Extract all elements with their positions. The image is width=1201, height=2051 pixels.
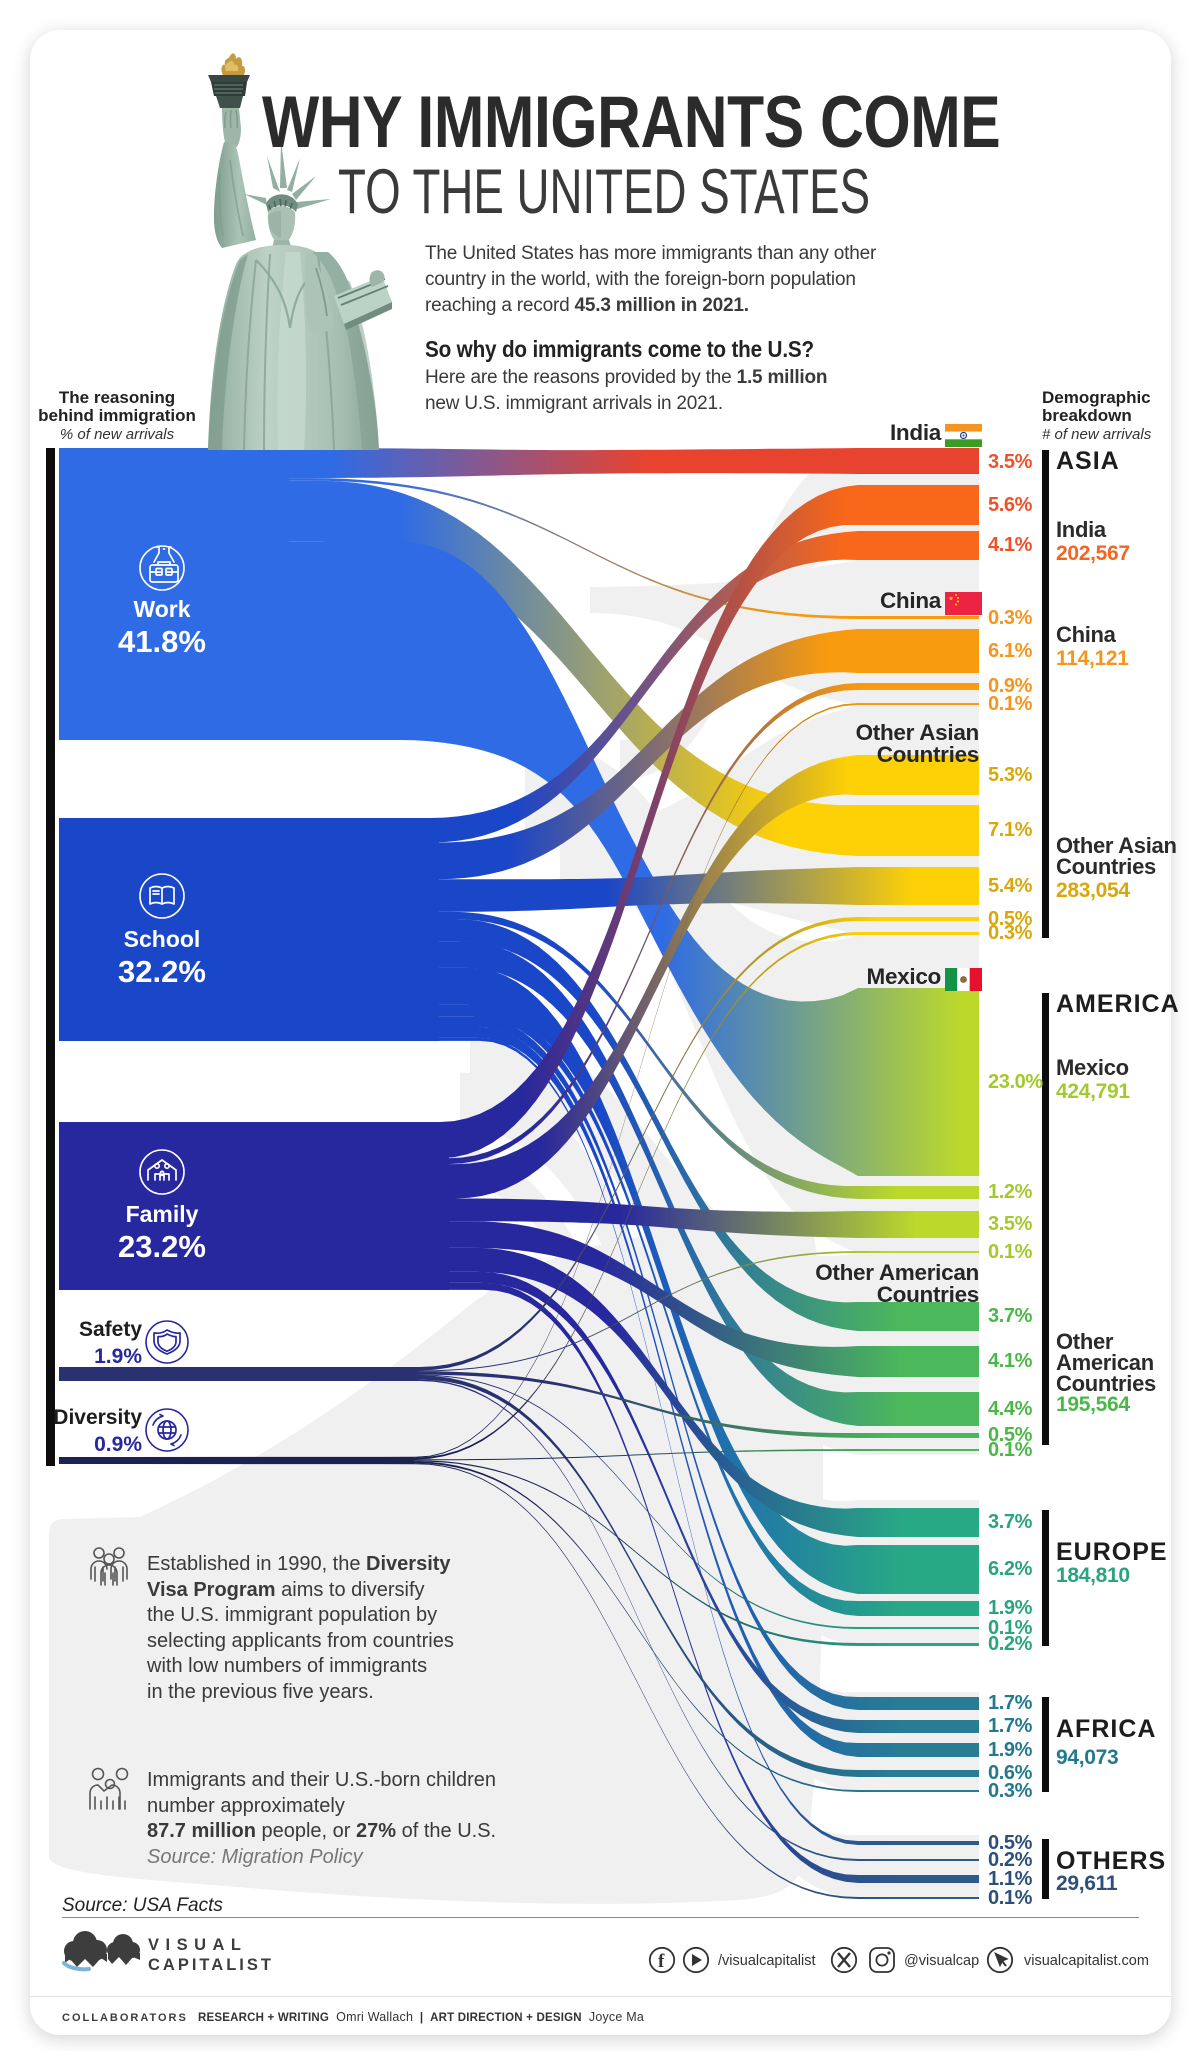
svg-text:@visualcap: @visualcap: [904, 1953, 979, 1969]
svg-text:VISUAL: VISUAL: [148, 1936, 248, 1954]
svg-text:f: f: [658, 1951, 665, 1972]
svg-text:/visualcapitalist: /visualcapitalist: [718, 1953, 816, 1969]
svg-text:CAPITALIST: CAPITALIST: [148, 1956, 274, 1974]
svg-text:visualcapitalist.com: visualcapitalist.com: [1024, 1953, 1149, 1969]
